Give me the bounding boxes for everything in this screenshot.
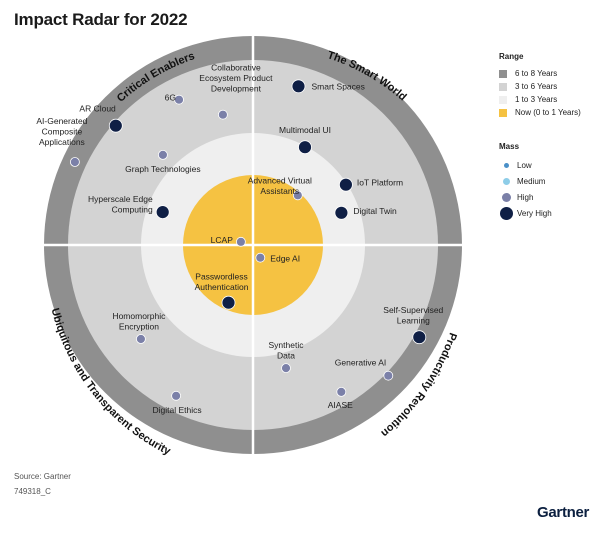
label-hyperscale-edge-computing: Hyperscale Edge Computing — [88, 194, 153, 215]
mass-dot — [501, 192, 511, 202]
label-multimodal-ui: Multimodal UI — [279, 125, 331, 135]
point-digital-twin[interactable] — [334, 205, 349, 220]
point-smart-spaces[interactable] — [291, 79, 306, 94]
label-generative-ai: Generative AI — [335, 358, 387, 368]
mass-legend-title: Mass — [499, 142, 520, 151]
range-label: 6 to 8 Years — [515, 69, 558, 78]
label-edge-ai: Edge AI — [270, 254, 300, 264]
mass-legend-item: Very High — [499, 205, 552, 221]
range-label: Now (0 to 1 Years) — [515, 108, 581, 117]
mass-legend-item: Medium — [499, 173, 552, 189]
range-legend-title: Range — [499, 52, 524, 61]
range-swatch — [499, 82, 507, 91]
label-graph-technologies: Graph Technologies — [125, 164, 200, 174]
range-swatch — [499, 69, 507, 78]
point-graph-technologies[interactable] — [157, 149, 168, 160]
range-legend-item: 6 to 8 Years — [499, 67, 581, 80]
source-note: Source: Gartner — [14, 472, 71, 481]
label-smart-spaces: Smart Spaces — [312, 81, 365, 91]
chart-title: Impact Radar for 2022 — [14, 10, 188, 29]
label-ar-cloud: AR Cloud — [79, 104, 116, 114]
point-digital-ethics[interactable] — [171, 390, 182, 401]
point-synthetic-data[interactable] — [281, 363, 291, 374]
range-swatch — [499, 108, 507, 117]
mass-legend-item: Low — [499, 157, 552, 173]
range-swatch — [499, 95, 507, 104]
point-ar-cloud[interactable] — [108, 118, 123, 133]
point-multimodal-ui[interactable] — [298, 140, 312, 155]
point-6g[interactable] — [174, 94, 184, 105]
label-6g: 6G — [165, 93, 176, 103]
point-self-supervised-learning[interactable] — [412, 330, 427, 345]
mass-dot — [499, 206, 513, 220]
mass-dot — [502, 177, 510, 185]
point-collaborative-ecosystem-product-development[interactable] — [217, 109, 228, 120]
label-passwordless-authentication: Passwordless Authentication — [195, 272, 249, 293]
point-advanced-virtual-assistants[interactable] — [292, 190, 303, 201]
label-digital-ethics: Digital Ethics — [153, 405, 202, 415]
mass-label: High — [517, 192, 534, 202]
label-homomorphic-encryption: Homomorphic Encryption — [112, 311, 166, 332]
mass-label: Very High — [517, 208, 552, 218]
range-legend-item: 1 to 3 Years — [499, 93, 581, 106]
point-generative-ai[interactable] — [383, 370, 394, 381]
range-legend: Range 6 to 8 Years 3 to 6 Years 1 to 3 Yea… — [499, 52, 581, 119]
mass-label: Medium — [517, 176, 546, 186]
point-homomorphic-encryption[interactable] — [135, 334, 146, 344]
range-legend-item: 3 to 6 Years — [499, 80, 581, 93]
mass-legend-item: High — [499, 189, 552, 205]
label-aiase: AIASE — [328, 400, 353, 410]
point-hyperscale-edge-computing[interactable] — [155, 205, 170, 220]
mass-legend: Mass Low Medium High Very High — [499, 142, 552, 221]
label-digital-twin: Digital Twin — [353, 206, 397, 216]
range-legend-item: Now (0 to 1 Years) — [499, 106, 581, 119]
point-lcap[interactable] — [235, 236, 246, 247]
label-iot-platform: IoT Platform — [357, 178, 403, 188]
point-aiase[interactable] — [336, 386, 347, 397]
document-id: 749318_C — [14, 487, 51, 496]
range-label: 3 to 6 Years — [515, 82, 558, 91]
point-iot-platform[interactable] — [338, 177, 353, 192]
label-synthetic-data: Synthetic Data — [269, 340, 305, 361]
label-self-supervised-learning: Self-Supervised Learning — [383, 305, 443, 326]
point-passwordless-authentication[interactable] — [221, 295, 236, 310]
label-lcap: LCAP — [211, 235, 234, 245]
point-edge-ai[interactable] — [255, 252, 266, 263]
label-advanced-virtual-assistants: Advanced Virtual Assistants — [248, 175, 312, 196]
gartner-logo: Gartner — [537, 504, 590, 521]
mass-label: Low — [517, 160, 532, 170]
label-collaborative-ecosystem-product-development: Collaborative Ecosystem Product Developmen… — [199, 63, 273, 94]
point-ai-generated-composite-applications[interactable] — [70, 157, 80, 167]
mass-dot — [503, 162, 509, 168]
label-ai-generated-composite-applications: AI-Generated Composite Applications — [36, 116, 87, 147]
range-label: 1 to 3 Years — [515, 95, 558, 104]
